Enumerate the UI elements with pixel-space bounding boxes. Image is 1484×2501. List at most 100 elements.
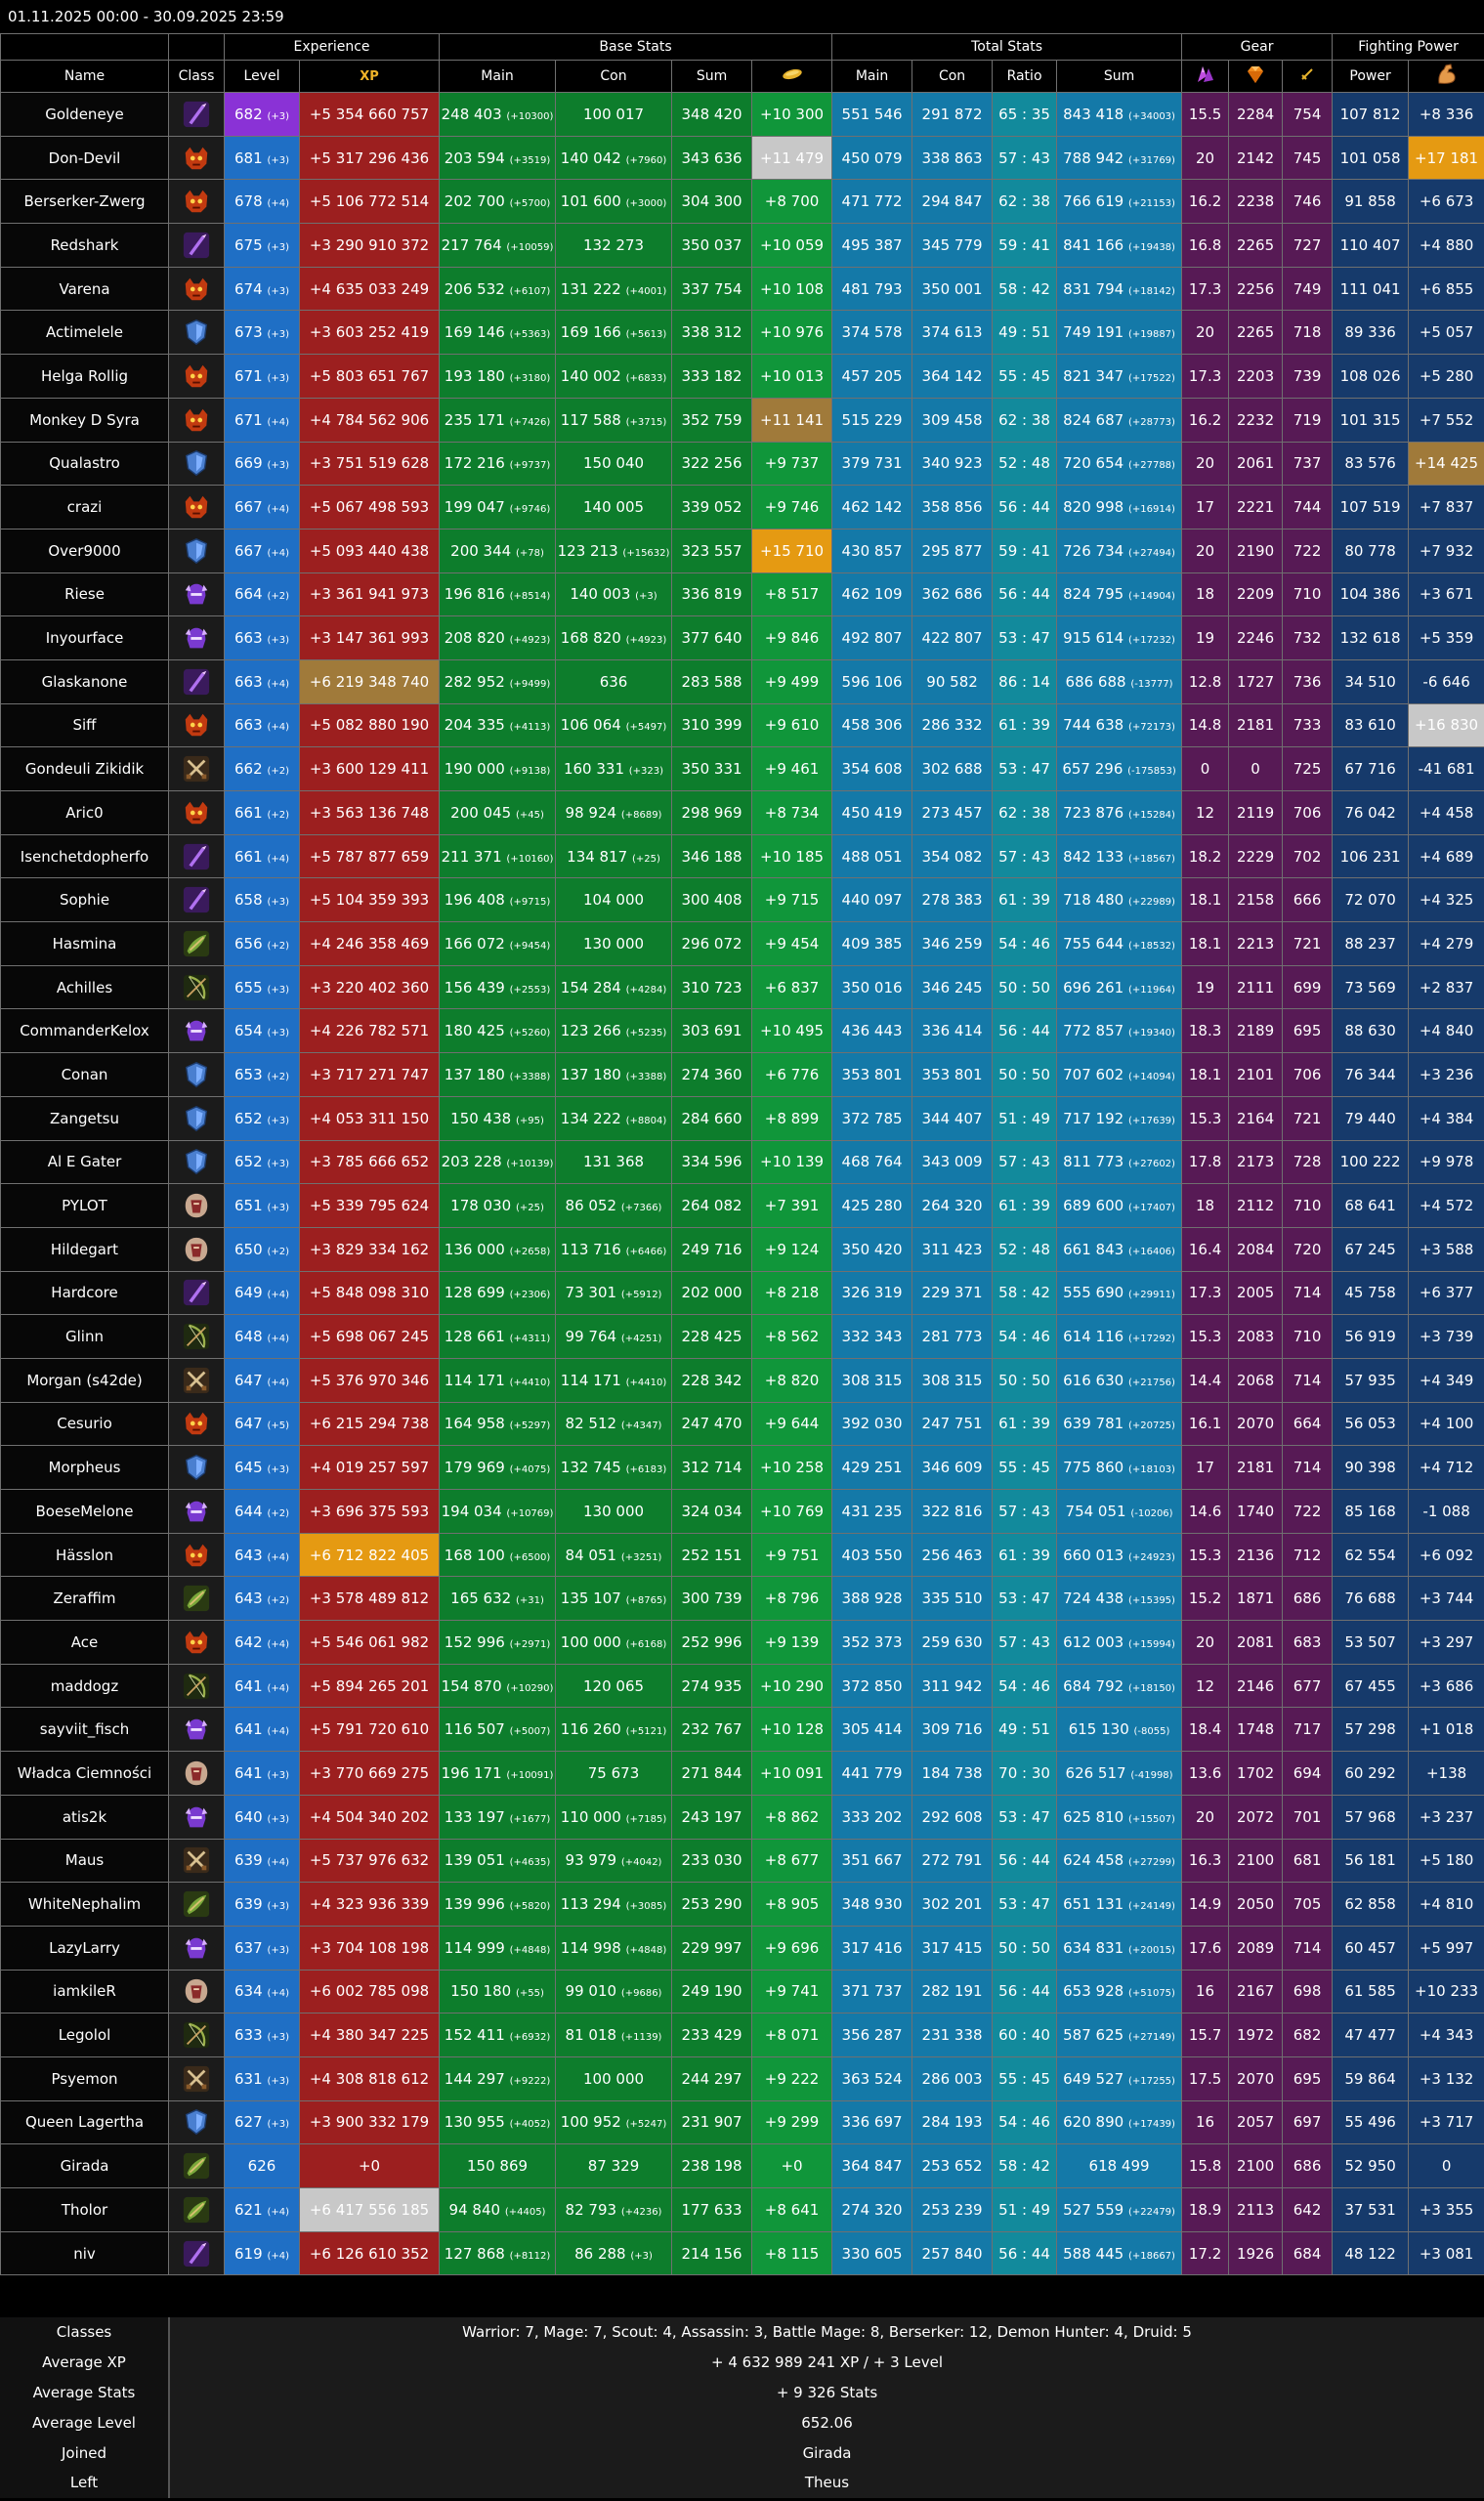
- col-base-main[interactable]: Main: [439, 60, 557, 93]
- col-base-sum[interactable]: Sum: [671, 60, 753, 93]
- table-row[interactable]: Glaskanone 663 (+4) +6 219 348 740 282 952 …: [0, 658, 1484, 704]
- cell-level: 652 (+3): [224, 1095, 300, 1141]
- table-row[interactable]: CommanderKelox 654 (+3) +4 226 782 571 180 …: [0, 1008, 1484, 1054]
- cell-base-con-delta: (+4848): [625, 1944, 667, 1956]
- table-row[interactable]: BoeseMelone 644 (+2) +3 696 375 593 194 034…: [0, 1489, 1484, 1534]
- cell-power-delta: +3 739: [1408, 1314, 1484, 1359]
- table-row[interactable]: Hildegart 650 (+2) +3 829 334 162 136 000 (…: [0, 1226, 1484, 1272]
- table-row[interactable]: Isenchetdopherfo 661 (+4) +5 787 877 659 21…: [0, 833, 1484, 879]
- table-row[interactable]: Psyemon 631 (+3) +4 308 818 612 144 297 (+9…: [0, 2056, 1484, 2101]
- table-row[interactable]: Cesurio 647 (+5) +6 215 294 738 164 958 (+5…: [0, 1401, 1484, 1447]
- col-potion[interactable]: [751, 60, 833, 93]
- table-row[interactable]: Hässlon 643 (+4) +6 712 822 405 168 100 (+6…: [0, 1532, 1484, 1578]
- cell-gear-weapon-value: 739: [1293, 366, 1322, 385]
- cell-ratio-value: 53 : 47: [998, 1590, 1050, 1608]
- table-row[interactable]: crazi 667 (+4) +5 067 498 593 199 047 (+974…: [0, 485, 1484, 530]
- col-level[interactable]: Level: [224, 60, 300, 93]
- table-row[interactable]: Over9000 667 (+4) +5 093 440 438 200 344 (+…: [0, 528, 1484, 573]
- cell-base-main: 114 999 (+4848): [439, 1925, 557, 1971]
- table-row[interactable]: Varena 674 (+3) +4 635 033 249 206 532 (+61…: [0, 266, 1484, 312]
- table-row[interactable]: LazyLarry 637 (+3) +3 704 108 198 114 999 (…: [0, 1925, 1484, 1971]
- table-row[interactable]: Girada 626 +0 150 869 87 329 238 198 +0 364 847…: [0, 2143, 1484, 2188]
- table-row[interactable]: WhiteNephalim 639 (+3) +4 323 936 339 139 9…: [0, 1882, 1484, 1927]
- table-row[interactable]: Inyourface 663 (+3) +3 147 361 993 208 820 …: [0, 615, 1484, 660]
- cell-power: 55 496: [1332, 2099, 1410, 2145]
- table-row[interactable]: Władca Ciemności 641 (+3) +3 770 669 275 19…: [0, 1751, 1484, 1796]
- table-row[interactable]: iamkileR 634 (+4) +6 002 785 098 150 180 (+…: [0, 1969, 1484, 2014]
- blue-shield-icon: [181, 535, 212, 567]
- col-power[interactable]: Power: [1332, 60, 1410, 93]
- cell-power-value: 67 716: [1344, 760, 1396, 779]
- cell-base-con-delta: (+6168): [625, 1638, 667, 1650]
- cell-base-main-delta: (+10769): [506, 1507, 554, 1519]
- table-row[interactable]: Don-Devil 681 (+3) +5 317 296 436 203 594 (…: [0, 135, 1484, 181]
- table-row[interactable]: niv 619 (+4) +6 126 610 352 127 868 (+8112)…: [0, 2230, 1484, 2276]
- table-row[interactable]: Morgan (s42de) 647 (+4) +5 376 970 346 114 …: [0, 1357, 1484, 1403]
- cell-xp: +3 290 910 372: [298, 223, 441, 268]
- col-total-con[interactable]: Con: [912, 60, 994, 93]
- cell-gear-gem-value: 2167: [1236, 1982, 1275, 2001]
- col-name[interactable]: Name: [0, 60, 169, 93]
- cell-ratio: 59 : 41: [992, 528, 1058, 573]
- table-row[interactable]: Riese 664 (+2) +3 361 941 973 196 816 (+851…: [0, 572, 1484, 617]
- cell-xp-value: +5 104 359 393: [309, 891, 430, 910]
- table-row[interactable]: Hasmina 656 (+2) +4 246 358 469 166 072 (+9…: [0, 921, 1484, 966]
- cell-level: 645 (+3): [224, 1445, 300, 1490]
- cell-gear-weapon: 744: [1282, 485, 1334, 530]
- table-row[interactable]: Zangetsu 652 (+3) +4 053 311 150 150 438 (+…: [0, 1095, 1484, 1141]
- cell-gear-weapon: 684: [1282, 2230, 1334, 2276]
- cell-level-delta: (+3): [267, 2119, 289, 2131]
- table-row[interactable]: maddogz 641 (+4) +5 894 265 201 154 870 (+1…: [0, 1663, 1484, 1709]
- table-row[interactable]: Queen Lagertha 627 (+3) +3 900 332 179 130 …: [0, 2099, 1484, 2145]
- col-gear-weapon[interactable]: [1282, 60, 1334, 93]
- cell-total-sum-value: 724 438: [1063, 1590, 1124, 1608]
- table-row[interactable]: Berserker-Zwerg 678 (+4) +5 106 772 514 202…: [0, 179, 1484, 225]
- table-row[interactable]: Siff 663 (+4) +5 082 880 190 204 335 (+4113…: [0, 702, 1484, 748]
- cell-potion: +10 258: [751, 1445, 833, 1490]
- cell-base-con-value: 636: [599, 672, 628, 691]
- table-row[interactable]: Maus 639 (+4) +5 737 976 632 139 051 (+4635…: [0, 1838, 1484, 1884]
- col-power-delta[interactable]: [1408, 60, 1484, 93]
- col-class[interactable]: Class: [168, 60, 225, 93]
- table-row[interactable]: Aric0 661 (+2) +3 563 136 748 200 045 (+45)…: [0, 790, 1484, 835]
- col-gear-gem[interactable]: [1228, 60, 1284, 93]
- cell-base-sum: 334 596: [671, 1139, 753, 1185]
- col-ratio[interactable]: Ratio: [992, 60, 1058, 93]
- table-row[interactable]: PYLOT 651 (+3) +5 339 795 624 178 030 (+25)…: [0, 1183, 1484, 1228]
- col-xp[interactable]: XP: [298, 60, 441, 93]
- table-row[interactable]: sayviit_fisch 641 (+4) +5 791 720 610 116 5…: [0, 1707, 1484, 1753]
- cell-base-main-value: 217 764: [441, 235, 502, 254]
- table-row[interactable]: Morpheus 645 (+3) +4 019 257 597 179 969 (+…: [0, 1445, 1484, 1490]
- cell-gear-weapon-value: 714: [1293, 1938, 1322, 1957]
- table-row[interactable]: Goldeneye 682 (+3) +5 354 660 757 248 403 (…: [0, 92, 1484, 137]
- col-total-main[interactable]: Main: [831, 60, 913, 93]
- table-row[interactable]: Glinn 648 (+4) +5 698 067 245 128 661 (+431…: [0, 1314, 1484, 1359]
- col-base-con[interactable]: Con: [555, 60, 673, 93]
- table-row[interactable]: Ace 642 (+4) +5 546 061 982 152 996 (+2971)…: [0, 1620, 1484, 1665]
- table-row[interactable]: atis2k 640 (+3) +4 504 340 202 133 197 (+16…: [0, 1794, 1484, 1840]
- table-row[interactable]: Achilles 655 (+3) +3 220 402 360 156 439 (+…: [0, 964, 1484, 1010]
- table-row[interactable]: Tholor 621 (+4) +6 417 556 185 94 840 (+440…: [0, 2187, 1484, 2232]
- table-row[interactable]: Hardcore 649 (+4) +5 848 098 310 128 699 (+…: [0, 1270, 1484, 1316]
- table-row[interactable]: Sophie 658 (+3) +5 104 359 393 196 408 (+97…: [0, 877, 1484, 923]
- table-row[interactable]: Zeraffim 643 (+2) +3 578 489 812 165 632 (+…: [0, 1576, 1484, 1622]
- blue-shield-icon: [181, 2106, 212, 2138]
- table-row[interactable]: Redshark 675 (+3) +3 290 910 372 217 764 (+…: [0, 223, 1484, 268]
- table-row[interactable]: Gondeuli Zikidik 662 (+2) +3 600 129 411 19…: [0, 746, 1484, 791]
- table-row[interactable]: Al E Gater 652 (+3) +3 785 666 652 203 228 …: [0, 1139, 1484, 1185]
- table-row[interactable]: Conan 653 (+2) +3 717 271 747 137 180 (+338…: [0, 1052, 1484, 1097]
- cell-name-value: Siff: [72, 716, 97, 735]
- table-row[interactable]: Legolol 633 (+3) +4 380 347 225 152 411 (+6…: [0, 2013, 1484, 2057]
- table-row[interactable]: Monkey D Syra 671 (+4) +4 784 562 906 235 1…: [0, 397, 1484, 443]
- cell-total-con: 317 415: [912, 1925, 994, 1971]
- col-gear-crystal[interactable]: [1181, 60, 1230, 93]
- cell-base-con-delta: (+25): [631, 853, 660, 865]
- col-total-sum[interactable]: Sum: [1056, 60, 1183, 93]
- bow-icon: [181, 2019, 212, 2051]
- cell-gear-crystal-value: 12: [1196, 1676, 1215, 1695]
- table-row[interactable]: Qualastro 669 (+3) +3 751 519 628 172 216 (…: [0, 441, 1484, 487]
- table-row[interactable]: Actimelele 673 (+3) +3 603 252 419 169 146 …: [0, 310, 1484, 356]
- summary-label: Average XP: [0, 2347, 170, 2378]
- crossed-swords-icon: [181, 1190, 212, 1221]
- table-row[interactable]: Helga Rollig 671 (+3) +5 803 651 767 193 18…: [0, 354, 1484, 399]
